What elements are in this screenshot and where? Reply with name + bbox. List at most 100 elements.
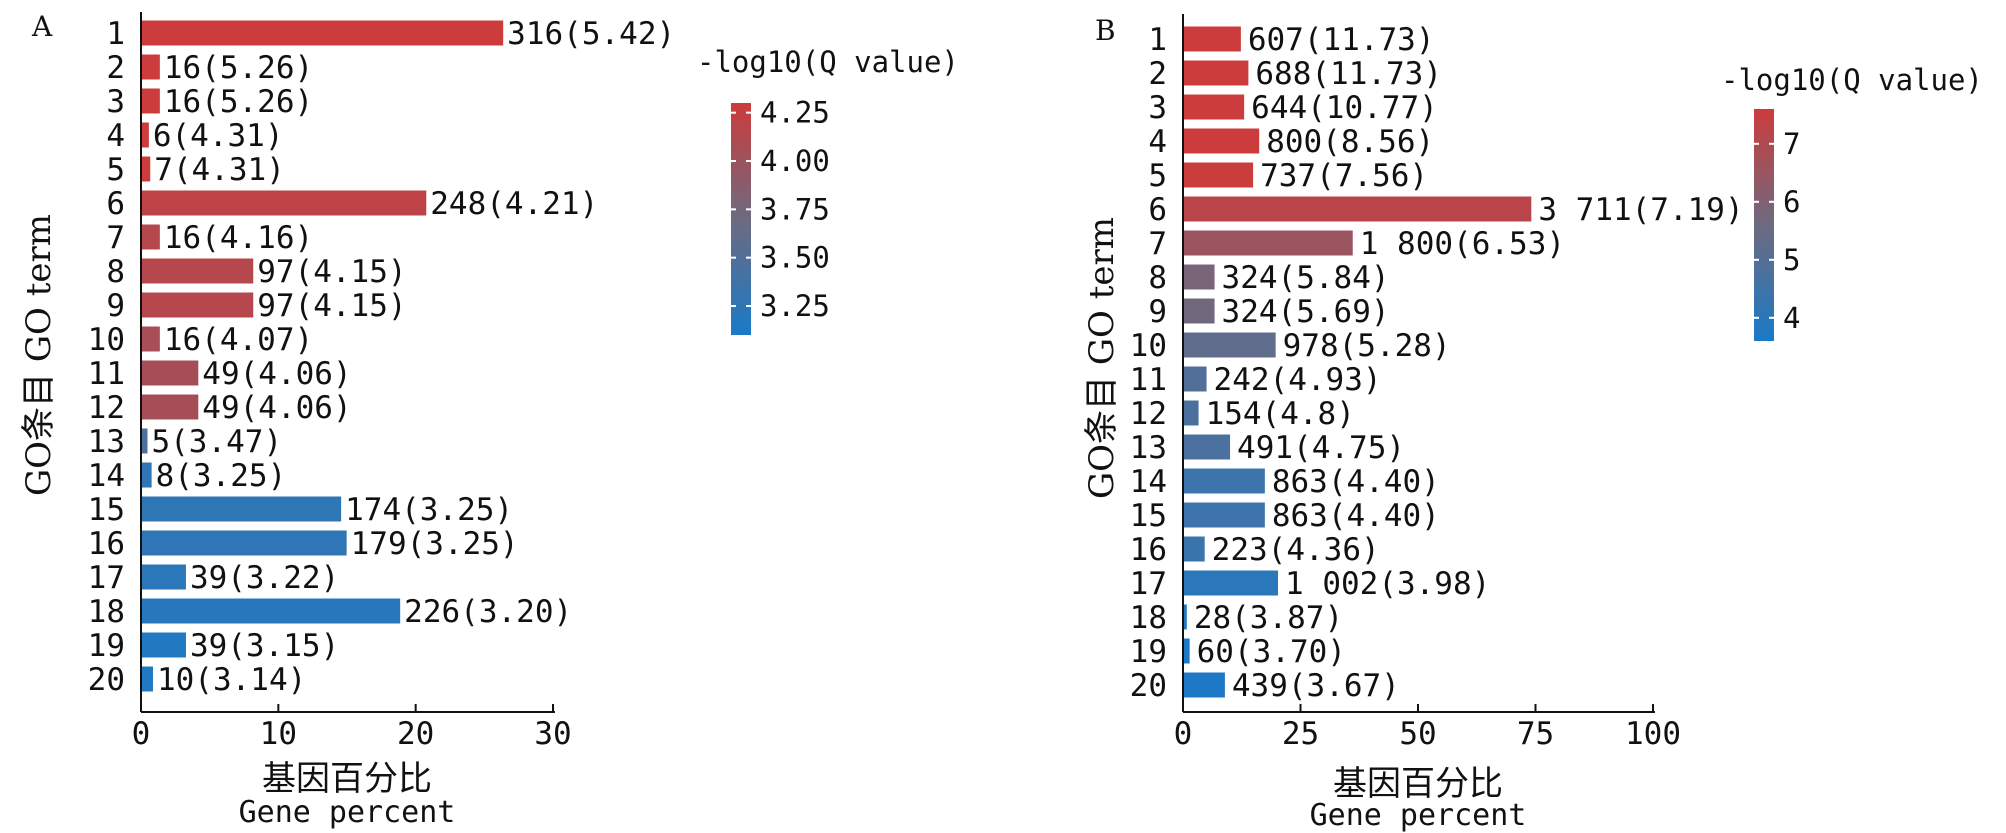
- bar-value-label: 154(4.8): [1206, 396, 1355, 432]
- category-label: 8: [1148, 260, 1167, 296]
- y-axis-title: GO条目 GO term: [1082, 217, 1122, 499]
- x-tick-label: 0: [1174, 716, 1193, 752]
- category-label: 8: [106, 254, 125, 290]
- bar: [1184, 26, 1241, 52]
- colorbar-tick-label: 6: [1783, 185, 1800, 219]
- category-label: 10: [1130, 328, 1167, 364]
- bar: [1184, 570, 1278, 596]
- category-label: 11: [88, 356, 125, 392]
- category-label: 18: [1130, 600, 1167, 636]
- bar-value-label: 174(3.25): [345, 492, 513, 528]
- bar: [1184, 434, 1231, 460]
- bar-value-label: 3 711(7.19): [1538, 192, 1743, 228]
- bar: [142, 462, 152, 488]
- x-axis-subtitle: Gene percent: [1310, 798, 1527, 833]
- bar: [142, 632, 186, 658]
- chart-b-svg: B 1 607(11.73) 2 688(11.73) 3 644(10.77) 4 800(8…: [1082, 14, 1983, 833]
- bar: [142, 54, 160, 80]
- bar-value-label: 16(4.07): [164, 322, 313, 358]
- bar-value-label: 1 800(6.53): [1360, 226, 1565, 262]
- bar: [142, 564, 186, 590]
- category-label: 15: [1130, 498, 1167, 534]
- bar-value-label: 97(4.15): [257, 288, 406, 324]
- bar-value-label: 16(4.16): [164, 220, 313, 256]
- colorbar-title: -log10(Q value): [1721, 63, 1983, 97]
- y-axis-title: GO条目 GO term: [19, 214, 59, 496]
- colorbar-tick-label: 4: [1783, 301, 1800, 335]
- bar: [142, 326, 160, 352]
- bar: [142, 360, 199, 386]
- bar-value-label: 8(3.25): [156, 458, 287, 494]
- bar-value-label: 179(3.25): [351, 526, 519, 562]
- category-label: 3: [1148, 90, 1167, 126]
- category-label: 20: [1130, 668, 1167, 704]
- category-label: 3: [106, 84, 125, 120]
- bar: [1184, 128, 1260, 154]
- bar-value-label: 863(4.40): [1272, 498, 1440, 534]
- category-label: 16: [1130, 532, 1167, 568]
- bar-value-label: 316(5.42): [507, 16, 675, 52]
- bar: [142, 88, 160, 114]
- category-label: 19: [1130, 634, 1167, 670]
- category-label: 17: [1130, 566, 1167, 602]
- bar-value-label: 16(5.26): [164, 84, 313, 120]
- bar-value-label: 863(4.40): [1272, 464, 1440, 500]
- bar: [1184, 672, 1225, 698]
- bar: [142, 122, 149, 148]
- bar: [142, 292, 254, 318]
- bar-value-label: 7(4.31): [154, 152, 285, 188]
- bar: [1184, 366, 1207, 392]
- panel-letter: B: [1095, 14, 1116, 47]
- bar: [1184, 400, 1199, 426]
- bar: [142, 530, 347, 556]
- category-label: 7: [106, 220, 125, 256]
- x-tick-label: 25: [1282, 716, 1319, 752]
- bar-value-label: 439(3.67): [1232, 668, 1400, 704]
- x-tick-label: 75: [1517, 716, 1554, 752]
- bar: [142, 496, 342, 522]
- category-label: 6: [106, 186, 125, 222]
- category-label: 2: [106, 50, 125, 86]
- bar-value-label: 97(4.15): [257, 254, 406, 290]
- x-tick-label: 50: [1399, 716, 1436, 752]
- bar: [1184, 332, 1276, 358]
- bar: [1184, 536, 1205, 562]
- category-label: 12: [88, 390, 125, 426]
- category-label: 18: [88, 594, 125, 630]
- category-label: 4: [1148, 124, 1167, 160]
- bar: [1184, 502, 1265, 528]
- bar-value-label: 10(3.14): [157, 662, 306, 698]
- bar: [1184, 638, 1190, 664]
- x-tick-label: 100: [1625, 716, 1681, 752]
- bar: [142, 190, 427, 216]
- bar-value-label: 1 002(3.98): [1285, 566, 1490, 602]
- x-axis-title: 基因百分比: [262, 759, 432, 799]
- x-tick-label: 30: [534, 716, 571, 752]
- bar: [142, 394, 199, 420]
- category-label: 15: [88, 492, 125, 528]
- bar-value-label: 324(5.84): [1222, 260, 1390, 296]
- x-axis-subtitle: Gene percent: [239, 795, 456, 830]
- category-label: 5: [106, 152, 125, 188]
- bar-value-label: 226(3.20): [404, 594, 572, 630]
- x-axis-title: 基因百分比: [1333, 764, 1503, 804]
- category-label: 6: [1148, 192, 1167, 228]
- bar-value-label: 800(8.56): [1266, 124, 1434, 160]
- bar: [142, 224, 160, 250]
- category-label: 2: [1148, 56, 1167, 92]
- colorbar-tick-label: 3.50: [760, 241, 830, 275]
- category-label: 20: [88, 662, 125, 698]
- category-label: 9: [1148, 294, 1167, 330]
- panel-letter: A: [31, 10, 53, 43]
- category-label: 7: [1148, 226, 1167, 262]
- bar-value-label: 248(4.21): [430, 186, 598, 222]
- bar-value-label: 324(5.69): [1222, 294, 1390, 330]
- bar: [1184, 230, 1353, 256]
- bar: [1184, 468, 1265, 494]
- x-tick-label: 20: [397, 716, 434, 752]
- colorbar-tick-label: 5: [1783, 243, 1800, 277]
- bar: [142, 20, 504, 46]
- colorbar-title: -log10(Q value): [697, 45, 959, 79]
- bar-value-label: 607(11.73): [1248, 22, 1435, 58]
- bar-value-label: 242(4.93): [1214, 362, 1382, 398]
